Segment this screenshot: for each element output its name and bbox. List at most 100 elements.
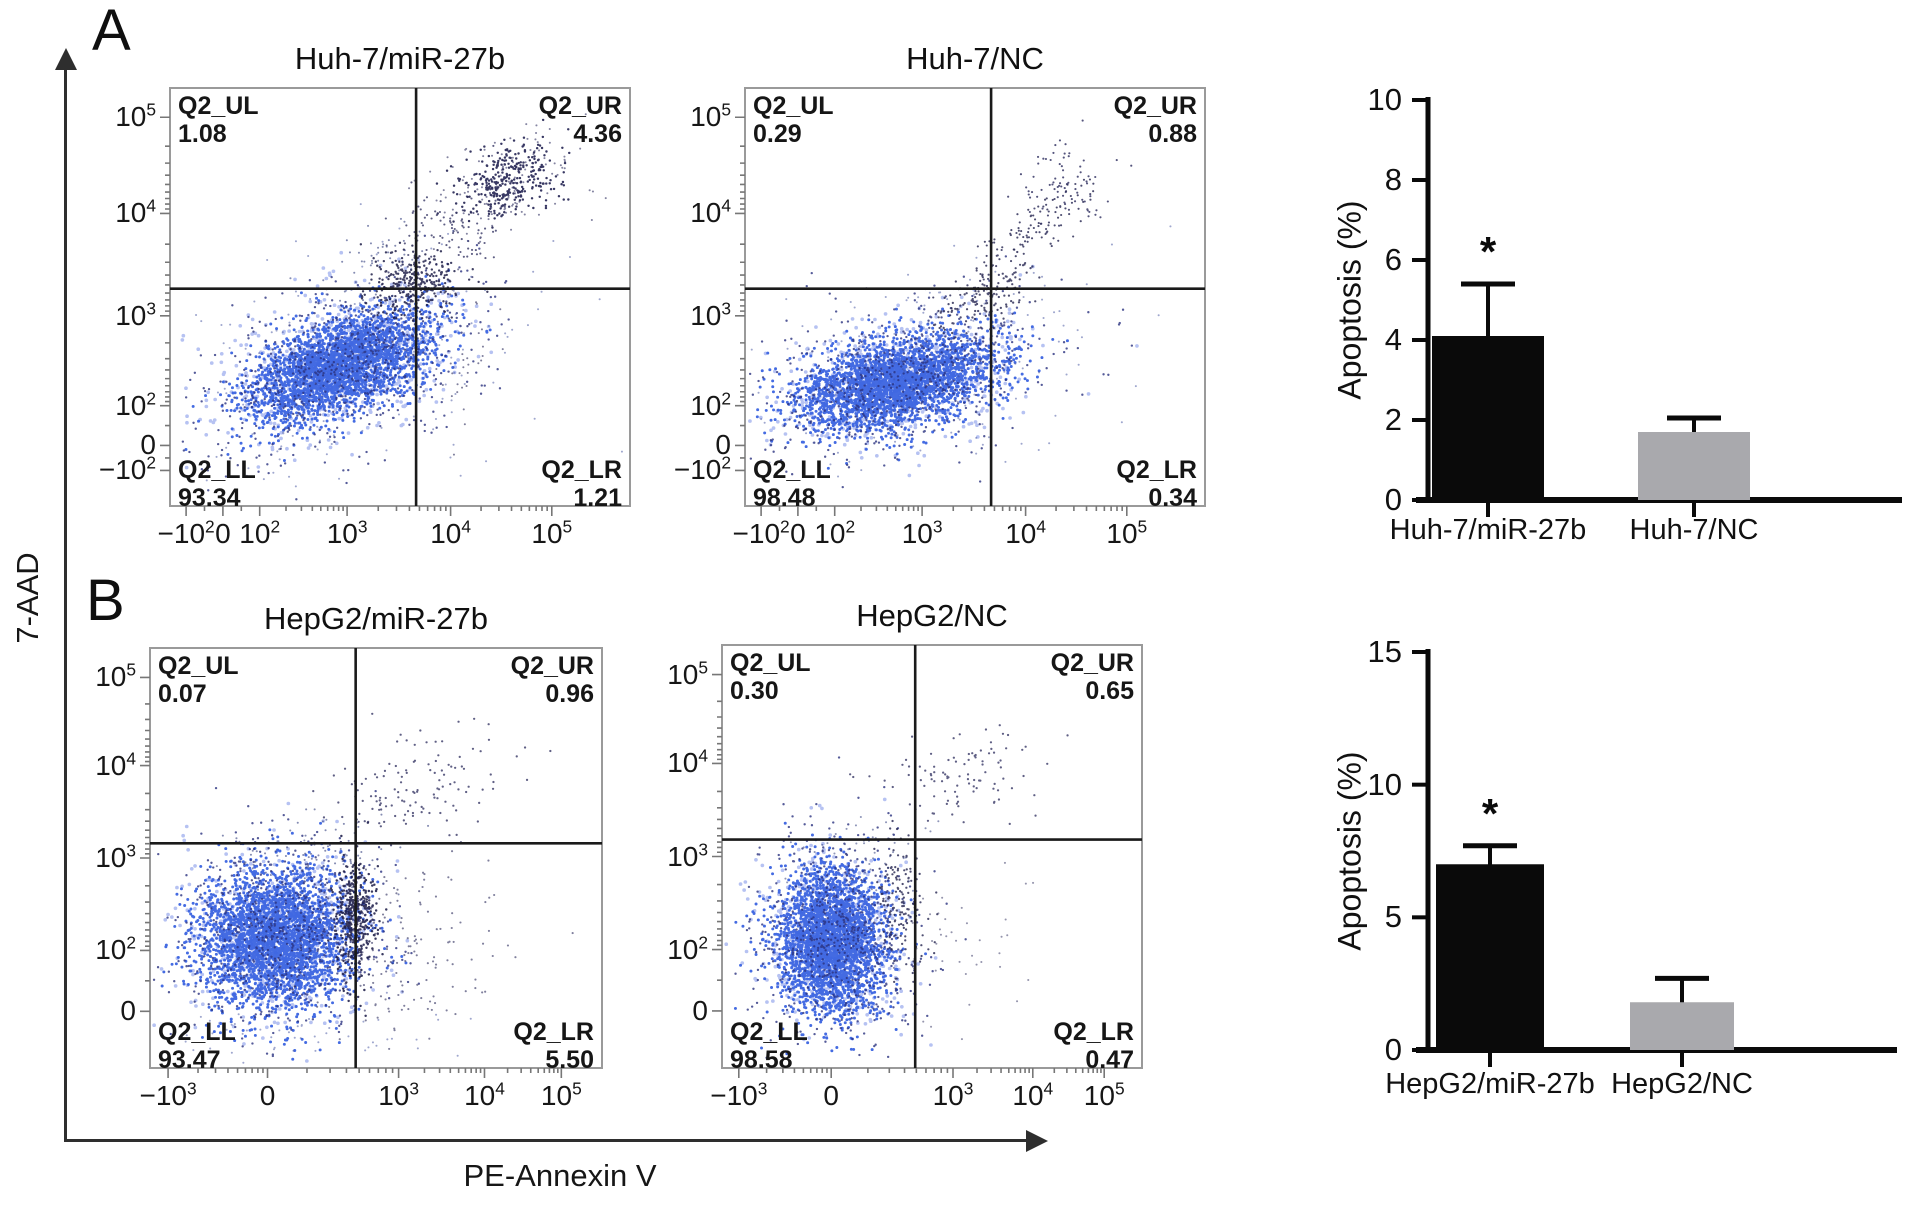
- scatter-cloud: [435, 118, 571, 229]
- plot-frame: [744, 87, 1206, 507]
- flow-plot-title: Huh-7/miR-27b: [294, 41, 506, 76]
- y-axis-arrow: [64, 68, 67, 1142]
- quadrant-label-q2_lr: Q2_LR 5.50: [513, 1018, 594, 1074]
- y-tick-label: 104: [95, 748, 136, 781]
- y-tick-label: 103: [690, 298, 731, 331]
- x-tick-label: 103: [326, 516, 368, 549]
- x-tick-label: 102: [814, 516, 856, 549]
- y-tick-label: 0: [120, 995, 136, 1027]
- scatter-cloud: [181, 234, 510, 501]
- scatter-cloud: [312, 712, 552, 847]
- category-label: HepG2/NC: [1611, 1068, 1753, 1100]
- y-tick-label: 105: [115, 99, 156, 133]
- scatter-cloud: [184, 268, 492, 462]
- scatter-cloud: [924, 178, 1095, 299]
- axis-tick-marks: [140, 676, 563, 1078]
- y-tick-label: 103: [667, 839, 708, 872]
- y-tick-label: 0: [1384, 1032, 1402, 1067]
- y-tick-label: 105: [667, 657, 708, 690]
- quadrant-label-q2_ur: Q2_UR 0.65: [1050, 649, 1134, 705]
- y-tick-label: 4: [1384, 322, 1402, 357]
- scatter-cloud: [380, 144, 522, 300]
- y-tick-label: 6: [1384, 242, 1402, 277]
- scatter-cloud: [195, 203, 623, 488]
- quadrant-label-q2_ll: Q2_LL 93.47: [158, 1018, 236, 1074]
- bar-control: [1630, 1002, 1734, 1050]
- bar-chart-canvas: [1412, 649, 1897, 1067]
- scatter-cloud: [152, 786, 421, 1058]
- quadrant-label-q2_ur: Q2_UR 0.96: [510, 652, 594, 708]
- significance-star: *: [1481, 789, 1499, 837]
- y-tick-label: 102: [115, 388, 156, 421]
- panel-a-label: A: [92, 0, 131, 63]
- x-tick-label: 103: [932, 1078, 974, 1111]
- bar-chart-canvas: [1412, 97, 1902, 517]
- bar-chart-hepg2: 0 5 10 15 HepG2/miR-27b * HepG2/NC Apoptosis (%…: [1330, 600, 1914, 1180]
- scatter-cloud: [261, 850, 574, 1050]
- y-tick-label: 5: [1384, 899, 1402, 935]
- significance-star: *: [1479, 228, 1497, 275]
- x-tick-label: 0: [215, 518, 231, 549]
- x-tick-label: −103: [139, 1078, 197, 1111]
- y-tick-label: 102: [667, 932, 708, 965]
- quadrant-label-q2_ll: Q2_LL 98.58: [730, 1018, 808, 1074]
- scatter-cloud: [359, 237, 489, 322]
- scatter-cloud: [215, 808, 430, 896]
- y-axis-label: 7-AAD: [10, 552, 45, 644]
- x-tick-label: 104: [464, 1078, 505, 1111]
- flow-plot-huh-7-nc: Huh-7/NC 105 104 103 102 0 −102 −102 0 102 103 104 1…: [674, 41, 1206, 549]
- x-tick-label: 105: [540, 1078, 582, 1111]
- quadrant-label-q2_ul: Q2_UL 0.07: [158, 652, 239, 708]
- axis-tick-marks: [712, 673, 1105, 1078]
- x-tick-label: −103: [710, 1078, 768, 1111]
- bar-chart-huh7: 0 2 4 6 8 10 Huh-7/miR-27b * Huh-7/NC Apoptosis (…: [1330, 80, 1914, 585]
- x-axis-arrowhead-icon: [1026, 1130, 1048, 1152]
- scatter-cloud: [411, 293, 504, 456]
- x-axis-label: PE-Annexin V: [463, 1158, 657, 1193]
- quadrant-label-q2_ul: Q2_UL 0.30: [730, 649, 811, 705]
- scatter-cloud: [784, 816, 940, 908]
- plot-frame: [721, 644, 1143, 1069]
- x-tick-label: 105: [531, 516, 573, 549]
- y-tick-label: 0: [140, 429, 156, 461]
- flow-plot-title: Huh-7/NC: [906, 41, 1044, 76]
- y-tick-label: 105: [690, 99, 731, 133]
- scatter-cloud: [289, 217, 469, 302]
- quadrant-label-q2_lr: Q2_LR 0.47: [1053, 1018, 1134, 1074]
- x-axis-arrow: [64, 1139, 1030, 1142]
- y-tick-label: 10: [1367, 766, 1402, 802]
- quadrant-label-q2_ul: Q2_UL 1.08: [178, 92, 259, 148]
- scatter-cloud: [849, 724, 1069, 825]
- x-tick-label: 104: [1012, 1078, 1054, 1111]
- x-tick-label: 0: [790, 518, 806, 549]
- quadrant-label-q2_ul: Q2_UL 0.29: [753, 92, 834, 148]
- x-tick-label: 105: [1106, 516, 1148, 549]
- y-tick-label: 102: [95, 933, 136, 966]
- x-tick-label: −102: [157, 516, 215, 549]
- y-tick-label: 2: [1384, 402, 1402, 437]
- flow-plot-hepg2-nc: HepG2/NC 105 104 103 102 0 −103 0 103 104 105 Q2_UL…: [667, 598, 1143, 1111]
- bar-control: [1638, 432, 1750, 500]
- y-tick-label: 105: [95, 660, 136, 693]
- scatter-cloud: [1007, 119, 1154, 234]
- flow-plot-huh-7-mir-27b: Huh-7/miR-27b 105 104 103 102 0 −102 −102 0 102 10…: [99, 41, 631, 549]
- y-tick-label: 104: [667, 746, 708, 779]
- scatter-cloud: [184, 991, 472, 1064]
- category-label: HepG2/miR-27b: [1385, 1068, 1595, 1100]
- scatter-cloud: [750, 225, 1172, 478]
- x-tick-label: 103: [901, 516, 943, 549]
- scatter-cloud: [748, 255, 1134, 489]
- y-tick-label: 103: [115, 298, 156, 331]
- quadrant-label-q2_lr: Q2_LR 1.21: [541, 456, 622, 512]
- quadrant-label-q2_ur: Q2_UR 0.88: [1113, 92, 1197, 148]
- scatter-cloud: [873, 819, 939, 983]
- quadrant-label-q2_ur: Q2_UR 4.36: [538, 92, 622, 148]
- y-tick-label: 104: [690, 196, 731, 229]
- x-tick-label: −102: [732, 516, 790, 549]
- y-tick-label: 8: [1384, 162, 1402, 197]
- flow-scatter-canvas: [160, 87, 631, 516]
- axis-tick-marks: [735, 116, 1128, 516]
- quadrant-label-q2_ll: Q2_LL 93.34: [178, 456, 256, 512]
- flow-scatter-canvas: [735, 87, 1206, 516]
